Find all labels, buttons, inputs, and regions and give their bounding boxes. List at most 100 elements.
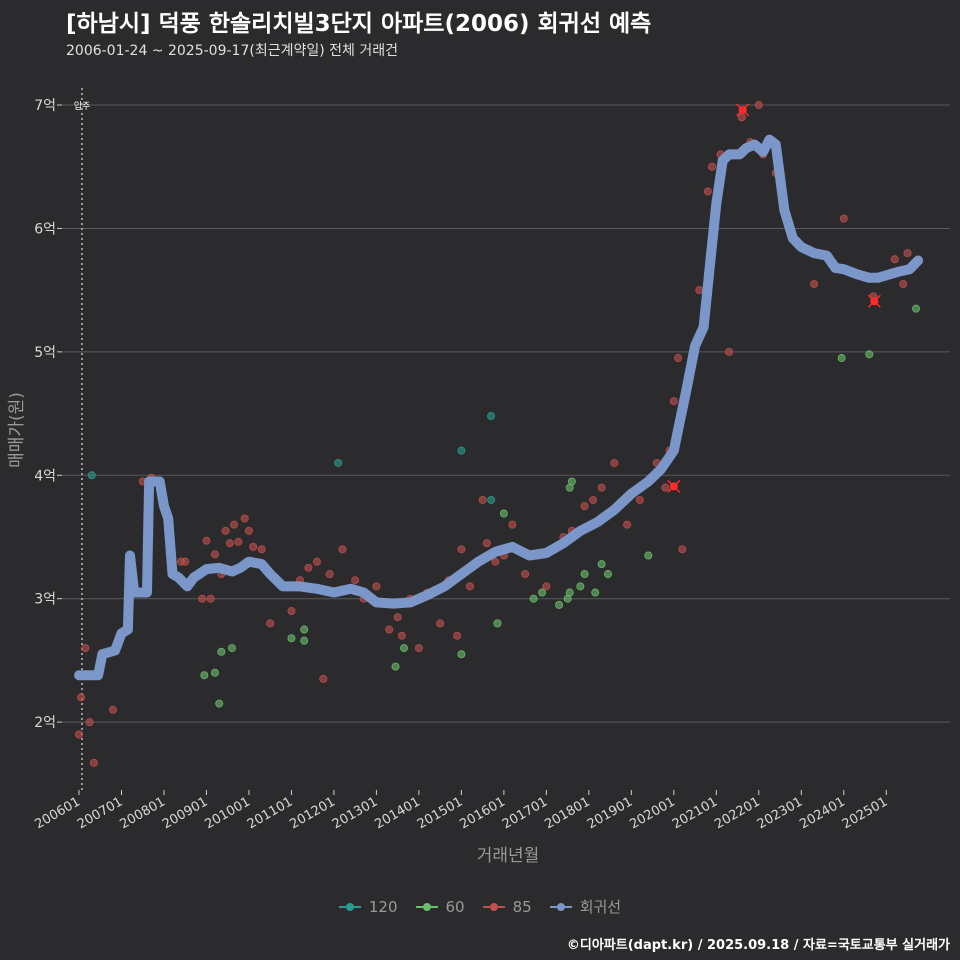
y-tick-label: 5억: [34, 345, 56, 361]
legend-item: 60: [415, 896, 465, 917]
point-85: [678, 545, 687, 554]
x-tick-label: 202001: [627, 794, 677, 832]
point-85: [661, 483, 670, 492]
point-85: [77, 693, 86, 702]
point-60: [555, 600, 564, 609]
point-85: [521, 570, 530, 579]
point-60: [529, 594, 538, 603]
point-60: [597, 560, 606, 569]
point-60: [227, 644, 236, 653]
point-85: [287, 607, 296, 616]
grid-lines: [62, 104, 950, 723]
highlight-markers: [667, 103, 881, 493]
point-60: [644, 551, 653, 560]
point-60: [591, 588, 600, 597]
point-85: [234, 537, 243, 546]
point-60: [287, 634, 296, 643]
point-60: [837, 354, 846, 363]
move-in-label: 입주: [74, 100, 91, 112]
legend-key: [415, 900, 438, 914]
data-points: [74, 101, 921, 767]
point-120: [87, 471, 96, 480]
point-60: [576, 582, 585, 591]
point-85: [414, 644, 423, 653]
x-tick-label: 201701: [500, 794, 550, 832]
point-60: [457, 650, 466, 659]
point-85: [610, 458, 619, 467]
point-85: [74, 730, 83, 739]
point-85: [903, 249, 912, 258]
y-tick-label: 2억: [34, 715, 56, 731]
point-85: [708, 162, 717, 171]
y-tick-label: 7억: [34, 98, 56, 114]
point-85: [674, 354, 683, 363]
point-85: [725, 347, 734, 356]
legend-key: [338, 900, 361, 914]
point-60: [912, 304, 921, 313]
point-85: [465, 582, 474, 591]
x-tick-label: 202401: [797, 794, 847, 832]
chart-title: [하남시] 덕풍 한솔리치빌3단지 아파트(2006) 회귀선 예측: [66, 11, 652, 37]
point-85: [580, 502, 589, 511]
point-60: [565, 588, 574, 597]
x-tick-label: 202301: [755, 794, 805, 832]
point-85: [436, 619, 445, 628]
point-85: [230, 520, 239, 529]
legend-label: 120: [368, 897, 398, 916]
point-60: [603, 570, 612, 579]
point-85: [508, 520, 517, 529]
legend-item: 85: [482, 896, 532, 917]
point-85: [244, 526, 253, 535]
move-in-line: 입주: [74, 88, 91, 790]
point-85: [397, 631, 406, 640]
legend-item: 120: [338, 896, 398, 917]
x-tick-label: 200901: [160, 794, 210, 832]
point-85: [810, 279, 819, 288]
highlight-cross: [867, 294, 881, 308]
x-tick-label: 201101: [245, 794, 295, 832]
point-60: [400, 644, 409, 653]
point-120: [487, 412, 496, 421]
x-tick-label: 201901: [585, 794, 635, 832]
point-85: [221, 526, 230, 535]
x-axis-ticks: 2006012007012008012009012010012011012012…: [33, 790, 890, 832]
y-axis-ticks: 2억 3억 4억 5억 6억 7억: [34, 98, 62, 731]
y-tick-label: 4억: [34, 468, 56, 484]
point-85: [393, 613, 402, 622]
x-axis-title: 거래년월: [477, 846, 540, 866]
point-85: [351, 576, 360, 585]
point-85: [108, 705, 117, 714]
point-85: [457, 545, 466, 554]
point-85: [206, 594, 215, 603]
point-85: [225, 539, 234, 548]
point-120: [334, 458, 343, 467]
point-85: [754, 101, 763, 110]
point-85: [839, 214, 848, 223]
point-85: [312, 557, 321, 566]
x-tick-label: 202501: [840, 794, 890, 832]
point-85: [478, 495, 487, 504]
point-85: [453, 631, 462, 640]
point-85: [623, 520, 632, 529]
point-85: [890, 255, 899, 264]
point-60: [493, 619, 502, 628]
point-120: [487, 495, 496, 504]
highlight-cross: [736, 103, 750, 117]
point-85: [89, 758, 98, 767]
point-60: [210, 668, 219, 677]
x-tick-label: 200601: [33, 794, 83, 832]
point-85: [319, 674, 328, 683]
point-60: [865, 350, 874, 359]
point-85: [589, 495, 598, 504]
point-85: [542, 582, 551, 591]
point-60: [300, 636, 309, 645]
x-tick-label: 201401: [372, 794, 422, 832]
point-60: [391, 662, 400, 671]
legend-key: [482, 900, 505, 914]
source-caption: ©디아파트(dapt.kr) / 2025.09.18 / 자료=국토교통부 실…: [566, 938, 950, 953]
point-85: [597, 483, 606, 492]
point-85: [198, 594, 207, 603]
point-85: [491, 557, 500, 566]
y-tick-label: 3억: [34, 592, 56, 608]
